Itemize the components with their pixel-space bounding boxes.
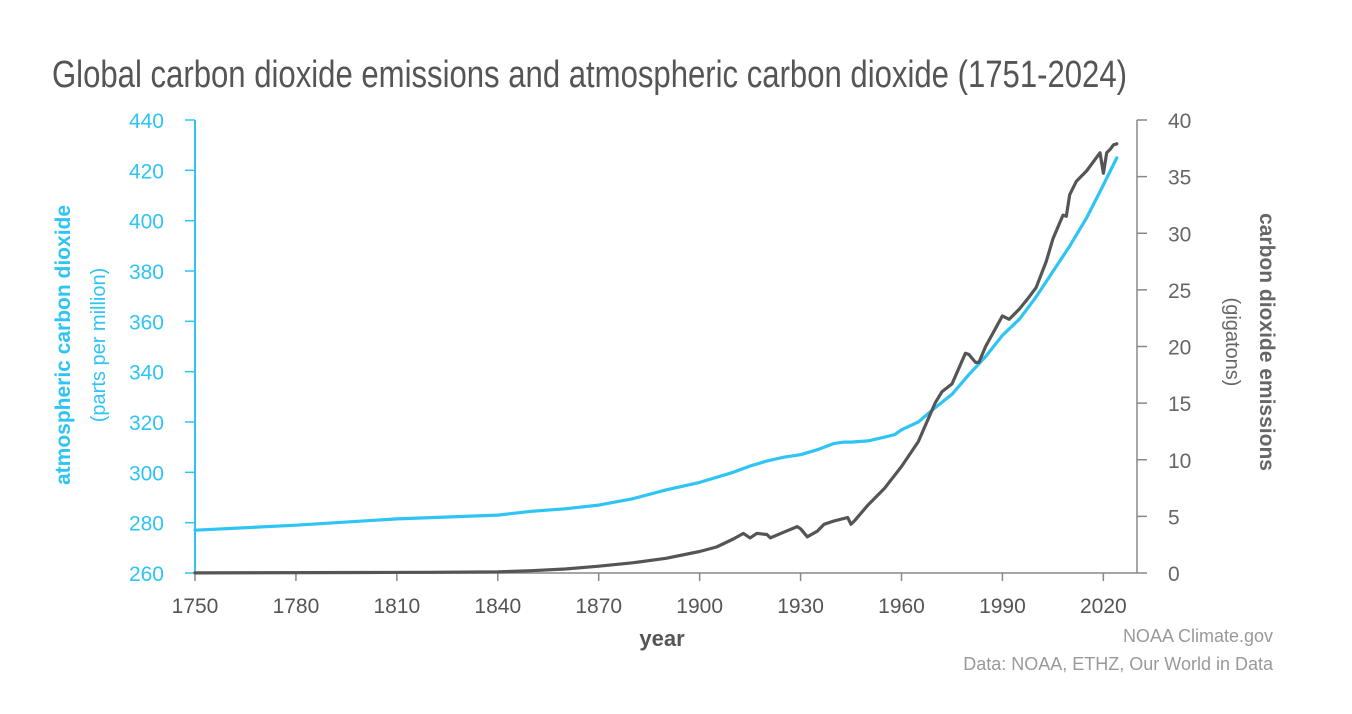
left-tick-label: 280 bbox=[129, 513, 164, 536]
left-tick-label: 320 bbox=[129, 412, 164, 435]
left-axis-sublabel: (parts per million) bbox=[88, 268, 110, 422]
x-tick-label: 1990 bbox=[979, 595, 1026, 618]
right-axis-sublabel: (gigatons) bbox=[1221, 298, 1243, 387]
right-axis-label: carbon dioxide emissions bbox=[1255, 213, 1278, 471]
left-axis-ticks: 260 280 300 320 340 360 380 400 420 440 bbox=[129, 110, 195, 586]
right-tick-label: 35 bbox=[1168, 167, 1191, 190]
chart-title: Global carbon dioxide emissions and atmo… bbox=[52, 54, 1127, 96]
right-tick-label: 5 bbox=[1168, 506, 1180, 529]
left-tick-label: 380 bbox=[129, 261, 164, 284]
left-tick-label: 440 bbox=[129, 110, 164, 133]
x-tick-label: 1810 bbox=[373, 595, 420, 618]
right-tick-label: 0 bbox=[1168, 563, 1180, 586]
credit-data: Data: NOAA, ETHZ, Our World in Data bbox=[963, 654, 1274, 674]
left-tick-label: 360 bbox=[129, 311, 164, 334]
x-tick-label: 1750 bbox=[172, 595, 219, 618]
x-tick-label: 2020 bbox=[1080, 595, 1127, 618]
right-axis-ticks: 0 5 10 15 20 25 30 35 40 bbox=[1137, 110, 1191, 586]
series-line-co2-emissions bbox=[193, 142, 1119, 575]
left-tick-label: 300 bbox=[129, 462, 164, 485]
right-tick-label: 40 bbox=[1168, 110, 1191, 133]
right-tick-label: 20 bbox=[1168, 337, 1191, 360]
left-axis-label: atmospheric carbon dioxide bbox=[52, 205, 75, 485]
x-tick-label: 1840 bbox=[474, 595, 521, 618]
left-tick-label: 400 bbox=[129, 211, 164, 234]
x-tick-label: 1930 bbox=[777, 595, 824, 618]
left-tick-label: 340 bbox=[129, 362, 164, 385]
x-tick-label: 1960 bbox=[878, 595, 925, 618]
series-lines bbox=[193, 142, 1119, 575]
x-tick-label: 1870 bbox=[575, 595, 622, 618]
series-line-atmospheric-co2 bbox=[193, 156, 1119, 532]
x-tick-label: 1780 bbox=[273, 595, 320, 618]
x-axis-ticks: 1750 1780 1810 1840 1870 1900 1930 1960 1990 2020 bbox=[172, 573, 1127, 618]
left-tick-label: 420 bbox=[129, 160, 164, 183]
right-tick-label: 15 bbox=[1168, 393, 1191, 416]
left-tick-label: 260 bbox=[129, 563, 164, 586]
right-tick-label: 30 bbox=[1168, 223, 1191, 246]
right-tick-label: 10 bbox=[1168, 450, 1191, 473]
right-tick-label: 25 bbox=[1168, 280, 1191, 303]
x-tick-label: 1900 bbox=[676, 595, 723, 618]
credit-source: NOAA Climate.gov bbox=[1123, 626, 1273, 646]
x-axis-label: year bbox=[639, 626, 685, 651]
